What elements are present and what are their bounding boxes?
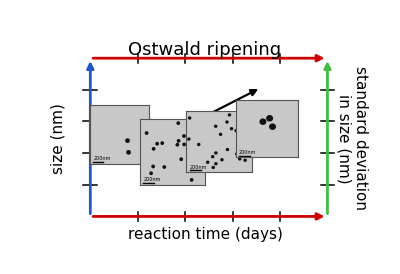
Text: reaction time (days): reaction time (days): [128, 227, 282, 242]
Circle shape: [163, 166, 166, 168]
Circle shape: [221, 159, 223, 161]
Circle shape: [198, 144, 200, 145]
Circle shape: [228, 114, 230, 116]
Circle shape: [201, 126, 204, 128]
Circle shape: [192, 153, 194, 156]
Circle shape: [126, 139, 129, 142]
Circle shape: [239, 158, 241, 160]
Circle shape: [201, 131, 204, 133]
Circle shape: [189, 117, 191, 119]
Circle shape: [190, 179, 193, 181]
Circle shape: [152, 148, 155, 150]
Circle shape: [237, 129, 240, 130]
Circle shape: [156, 142, 158, 145]
Circle shape: [212, 156, 214, 158]
Circle shape: [150, 172, 152, 175]
Text: Ostwald ripening: Ostwald ripening: [128, 41, 282, 59]
Circle shape: [191, 151, 194, 153]
Text: 200nm: 200nm: [190, 165, 207, 170]
Circle shape: [215, 152, 217, 154]
Circle shape: [248, 135, 250, 137]
Circle shape: [143, 141, 146, 144]
Circle shape: [127, 151, 130, 154]
Circle shape: [235, 130, 237, 132]
Circle shape: [212, 166, 214, 169]
Circle shape: [146, 132, 148, 134]
Circle shape: [183, 143, 185, 146]
Circle shape: [177, 140, 180, 142]
Circle shape: [183, 135, 185, 137]
Text: 200nm: 200nm: [143, 177, 160, 182]
Circle shape: [180, 158, 182, 160]
Circle shape: [145, 147, 148, 150]
Circle shape: [161, 142, 164, 144]
Circle shape: [230, 128, 232, 130]
Text: size (nm): size (nm): [50, 103, 65, 174]
Circle shape: [226, 149, 228, 150]
Circle shape: [215, 125, 217, 127]
Circle shape: [207, 161, 209, 163]
Circle shape: [215, 163, 217, 165]
Text: standard deviation
in size (nm): standard deviation in size (nm): [336, 66, 368, 210]
Circle shape: [238, 140, 241, 142]
Circle shape: [220, 133, 222, 135]
Circle shape: [244, 159, 246, 161]
Circle shape: [236, 153, 238, 155]
Circle shape: [226, 121, 228, 123]
Text: 200nm: 200nm: [239, 150, 256, 155]
Text: 200nm: 200nm: [93, 156, 111, 161]
Circle shape: [267, 116, 272, 121]
Circle shape: [152, 165, 154, 168]
Circle shape: [176, 144, 178, 146]
Circle shape: [270, 124, 275, 129]
Circle shape: [188, 138, 190, 140]
Circle shape: [177, 122, 180, 124]
Circle shape: [260, 119, 266, 124]
